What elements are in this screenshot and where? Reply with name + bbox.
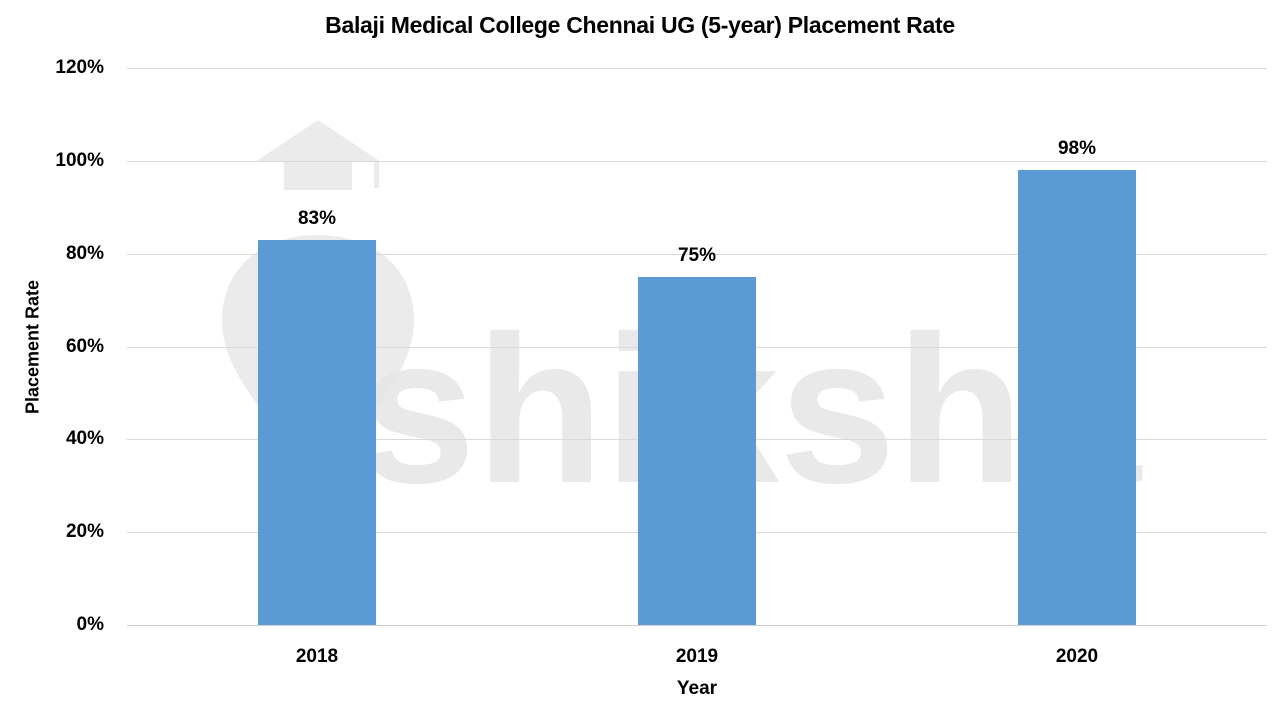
y-tick-label: 40% <box>65 428 104 450</box>
y-tick-label: 100% <box>55 149 104 171</box>
x-tick-label: 2018 <box>295 646 339 667</box>
bar-value-label: 75% <box>677 244 717 266</box>
bar-2018 <box>258 239 376 625</box>
bar-value-label: 83% <box>297 207 337 229</box>
x-axis-label: Year <box>676 678 718 699</box>
bar-value-label: 98% <box>1057 138 1097 160</box>
y-tick-label: 120% <box>55 57 104 78</box>
gridline <box>127 625 1267 626</box>
x-tick-label: 2020 <box>1055 646 1099 667</box>
bar-2019 <box>638 276 756 625</box>
y-tick-label: 80% <box>65 242 104 264</box>
y-tick-label: 60% <box>65 335 104 357</box>
plot-area: 83% 75% 98% <box>127 68 1267 626</box>
y-tick-label: 0% <box>76 614 104 635</box>
gridline <box>127 160 1267 162</box>
y-tick-label: 20% <box>65 521 104 543</box>
x-tick-label: 2019 <box>675 646 719 667</box>
gridline <box>127 253 1267 255</box>
bar-2020 <box>1018 170 1136 625</box>
chart-title: Balaji Medical College Chennai UG (5-yea… <box>325 12 955 38</box>
gridline <box>127 68 1267 69</box>
